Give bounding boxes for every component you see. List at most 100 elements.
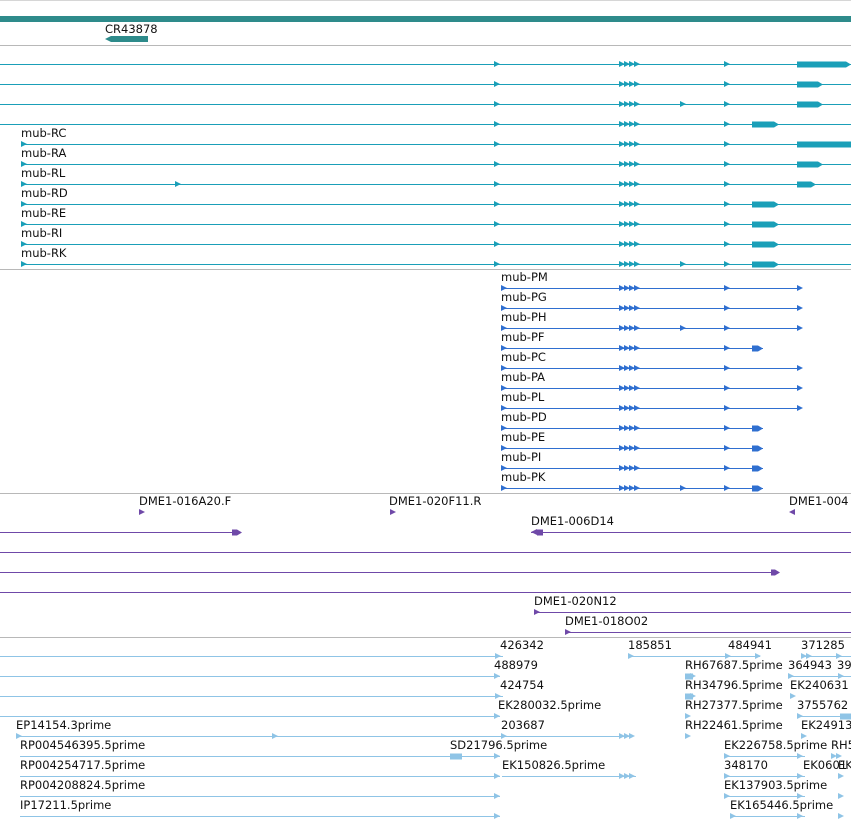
est-arrow: [494, 713, 500, 719]
exon-arrow: [494, 261, 500, 267]
est-label: 424754: [500, 678, 544, 692]
est-arrow: [797, 713, 803, 719]
protein-exon: [624, 405, 630, 411]
exon-arrow: [724, 261, 730, 267]
exon-arrow: [619, 81, 625, 87]
exon-arrow: [724, 181, 730, 187]
transcript-start-arrow: [21, 241, 27, 247]
protein-end-exon: [752, 445, 758, 452]
exon-arrow: [634, 201, 640, 207]
exon-arrow: [629, 141, 635, 147]
clone-marker: [789, 509, 795, 515]
clone-label: DME1-006D14: [531, 514, 614, 528]
exon-arrow: [634, 101, 640, 107]
transcript-label: mub-RI: [21, 226, 63, 240]
protein-start-arrow: [501, 385, 507, 391]
exon-arrow: [494, 181, 500, 187]
est-label: SD21796.5prime: [450, 738, 548, 752]
exon-arrow: [724, 241, 730, 247]
protein-exon: [634, 485, 640, 491]
protein-exon: [724, 485, 730, 491]
est-arrow: [838, 673, 844, 679]
exon-arrow: [624, 261, 630, 267]
est-arrow: [494, 793, 500, 799]
exon-arrow: [619, 201, 625, 207]
est-arrow: [730, 813, 736, 819]
protein-exon: [634, 465, 640, 471]
exon-arrow: [494, 81, 500, 87]
exon-arrow: [629, 161, 635, 167]
exon-arrow: [634, 81, 640, 87]
est-label: EK240631: [790, 678, 849, 692]
est-label: EK165446.5prime: [730, 798, 834, 812]
exon-arrow: [494, 141, 500, 147]
terminal-exon-tip: [774, 121, 779, 128]
exon-arrow: [624, 221, 630, 227]
exon-arrow: [634, 241, 640, 247]
exon-arrow: [634, 261, 640, 267]
est-arrow: [838, 793, 844, 799]
transcript-label: mub-RL: [21, 166, 66, 180]
exon-arrow: [724, 81, 730, 87]
protein-exon: [724, 465, 730, 471]
protein-exon: [634, 345, 640, 351]
terminal-exon-tip: [774, 221, 779, 228]
est-arrow: [495, 693, 501, 699]
terminal-exon: [797, 181, 811, 188]
est-arrow: [494, 773, 500, 779]
protein-exon: [724, 405, 730, 411]
protein-exon: [619, 345, 625, 351]
est-label: 348170: [724, 758, 768, 772]
protein-exon: [629, 445, 635, 451]
est-arrow: [797, 793, 803, 799]
clone-end: [232, 529, 237, 536]
protein-end-arrow: [797, 405, 803, 411]
protein-exon: [724, 285, 730, 291]
ruler-segment: [105, 36, 148, 42]
est-label: RH5: [831, 738, 851, 752]
protein-end-exon-tip: [758, 465, 763, 472]
protein-exon: [724, 445, 730, 451]
exon-arrow: [629, 81, 635, 87]
protein-exon: [680, 325, 686, 331]
est-arrow: [806, 653, 812, 659]
est-label: 185851: [628, 638, 672, 652]
exon-arrow: [634, 141, 640, 147]
est-arrow: [838, 773, 844, 779]
exon-arrow: [494, 61, 500, 67]
est-arrow: [629, 773, 635, 779]
est-arrow: [838, 813, 844, 819]
exon-arrow: [619, 221, 625, 227]
est-label: EK24913: [801, 718, 851, 732]
protein-label: mub-PC: [501, 350, 546, 364]
est-arrow: [724, 773, 730, 779]
est-arrow: [755, 653, 761, 659]
protein-exon: [619, 405, 625, 411]
protein-end-exon-tip: [758, 445, 763, 452]
protein-exon: [624, 425, 630, 431]
exon-arrow: [494, 161, 500, 167]
exon-arrow: [629, 261, 635, 267]
protein-exon: [624, 465, 630, 471]
terminal-exon-tip: [774, 261, 779, 268]
exon-arrow: [619, 241, 625, 247]
protein-exon: [624, 385, 630, 391]
protein-exon: [629, 305, 635, 311]
exon-arrow: [624, 81, 630, 87]
est-arrow: [788, 673, 794, 679]
protein-start-arrow: [501, 425, 507, 431]
terminal-exon: [797, 101, 818, 108]
terminal-exon-tip: [846, 61, 851, 68]
exon-arrow: [494, 201, 500, 207]
exon-arrow: [494, 221, 500, 227]
protein-exon: [634, 405, 640, 411]
est-arrow: [801, 733, 807, 739]
est-label: EK280032.5prime: [498, 698, 602, 712]
protein-start-arrow: [501, 485, 507, 491]
exon-arrow: [724, 201, 730, 207]
protein-end-exon-tip: [758, 425, 763, 432]
est-arrow: [724, 793, 730, 799]
exon-arrow: [724, 61, 730, 67]
protein-exon: [680, 485, 686, 491]
